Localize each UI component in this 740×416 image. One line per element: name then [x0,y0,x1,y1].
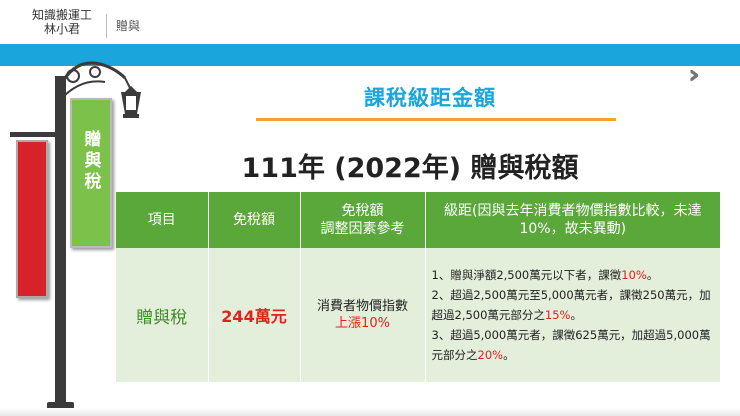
lamp-pole [55,76,66,412]
rule-2-tail: 。 [570,308,582,322]
brand-logo: 知識搬運工 林小君 [22,8,102,36]
header-item: 項目 [116,192,209,248]
header-exempt: 免稅額 [208,192,301,248]
header-adjust-line-2: 調整因素參考 [320,221,405,237]
header-adjust: 免稅額 調整因素參考 [300,192,426,248]
banner-arm [10,132,62,137]
rule-2: 2、超過2,500萬元至5,000萬元者，課徵250萬元，加超過2,500萬元部… [432,285,715,325]
brand-line-2: 林小君 [43,22,80,36]
cell-bracket-rules: 1、贈與淨額2,500萬元以下者，課徵10%。 2、超過2,500萬元至5,00… [425,248,720,382]
rule-1-text: 1、贈與淨額2,500萬元以下者，課徵 [431,268,622,282]
rule-3-text: 3、超過5,000萬元者，課徵625萬元，加超過5,000萬元部分之 [431,328,711,362]
green-banner: 贈與稅 [70,98,112,248]
rule-2-text: 2、超過2,500萬元至5,000萬元者，課徵250萬元，加超過2,500萬元部… [431,288,711,322]
header-bracket: 級距(因與去年消費者物價指數比較，未達10%，故未異動) [425,192,720,248]
banner-text: 贈與稅 [80,130,101,193]
rule-3: 3、超過5,000萬元者，課徵625萬元，加超過5,000萬元部分之20%。 [432,325,715,365]
section-label: 贈與 [116,19,141,33]
slide-title: 111年 (2022年) 贈與稅額 [241,153,579,184]
header-divider [106,14,107,38]
cell-item: 贈與稅 [116,248,209,382]
slide-subtitle: 課稅級距金額 [364,86,496,110]
tax-bracket-table: 項目 免稅額 免稅額 調整因素參考 級距(因與去年消費者物價指數比較，未達10%… [116,192,720,382]
rule-1: 1、贈與淨額2,500萬元以下者，課徵10%。 [432,265,715,285]
rule-3-rate: 20% [477,348,504,362]
rule-3-tail: 。 [503,348,515,362]
cell-exempt-amount: 244萬元 [208,248,301,382]
cell-adjust-line-1: 消費者物價指數 [316,299,408,314]
cell-adjust: 消費者物價指數 上漲10% [300,248,426,382]
rule-1-tail: 。 [646,268,659,282]
table-row: 贈與稅 244萬元 消費者物價指數 上漲10% 1、贈與淨額2,500萬元以下者… [116,248,720,382]
top-accent-bar [0,44,740,66]
double-chevron-right-icon[interactable]: ››› [688,60,701,90]
brand-line-1: 知識搬運工 [31,8,92,22]
header-adjust-line-1: 免稅額 [341,203,384,219]
rule-2-rate: 15% [544,308,571,322]
cell-adjust-line-2: 上漲10% [335,316,390,331]
rule-1-rate: 10% [621,268,647,282]
table-header-row: 項目 免稅額 免稅額 調整因素參考 級距(因與去年消費者物價指數比較，未達10%… [116,192,720,248]
street-lamp-icon [58,61,141,118]
floor-shadow [0,408,740,416]
subtitle-underline [256,118,616,121]
red-banner [16,140,48,298]
